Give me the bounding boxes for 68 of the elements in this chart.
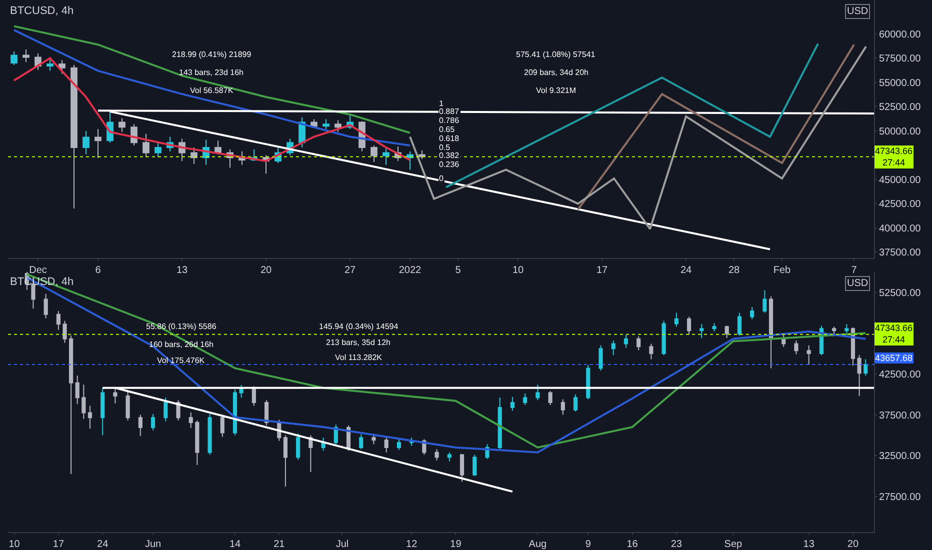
y-axis-title: USD <box>847 278 868 289</box>
x-tick-label: 5 <box>455 265 462 276</box>
y-tick-label: 37500.00 <box>879 248 922 259</box>
y-tick-label: 40000.00 <box>879 223 922 234</box>
x-tick-label: Jun <box>144 539 162 550</box>
x-tick-label: 13 <box>176 265 188 276</box>
x-tick-label: 12 <box>406 539 418 550</box>
x-tick-label: 20 <box>260 265 272 276</box>
x-tick-label: Jul <box>336 539 349 550</box>
y-tick-label: 27500.00 <box>879 492 922 503</box>
annotation: 218.99 (0.41%) 21899 <box>172 50 252 59</box>
x-tick-label: 17 <box>52 539 64 550</box>
y-tick-label: 57500.00 <box>879 54 922 65</box>
x-tick-label: 21 <box>274 539 286 550</box>
annotation: 145.94 (0.34%) 14594 <box>319 322 399 331</box>
x-tick-label: 10 <box>512 265 524 276</box>
annotation: 143 bars, 23d 16h <box>179 68 244 77</box>
x-tick-label: Aug <box>528 539 547 550</box>
annotation: 0.887 <box>439 107 460 116</box>
x-tick-label: 13 <box>803 539 815 550</box>
annotation: 0 <box>439 174 444 183</box>
y-tick-label: 50000.00 <box>879 126 922 138</box>
y-tick-label: 52500.00 <box>879 102 922 114</box>
y-tick-label: 42500.00 <box>879 199 922 210</box>
y-tick-label: 37500.00 <box>879 410 922 422</box>
x-tick-label: 2022 <box>398 265 422 276</box>
x-tick-label: 19 <box>450 539 462 550</box>
ref-line-label: 47343.66 27:44 <box>875 323 913 345</box>
annotation: 0.236 <box>439 160 460 169</box>
x-tick-label: 27 <box>344 265 356 276</box>
y-tick-label: 42500.00 <box>879 369 922 380</box>
x-tick-label: 6 <box>95 265 102 276</box>
annotation: 1 <box>439 99 444 108</box>
ref-line-label: 43657.68 <box>875 353 913 363</box>
x-tick-label: 24 <box>97 539 109 550</box>
x-tick-label: 9 <box>585 539 592 550</box>
x-tick-label: Feb <box>773 265 792 276</box>
x-tick-label: 23 <box>670 539 682 550</box>
x-tick-label: 10 <box>8 539 20 550</box>
annotation: 575.41 (1.08%) 57541 <box>516 50 596 59</box>
x-tick-label: Sep <box>724 539 743 550</box>
annotation: Vol 113.282K <box>335 353 383 362</box>
x-tick-label: 7 <box>851 265 858 276</box>
annotation: 213 bars, 35d 12h <box>326 338 390 347</box>
annotation: 209 bars, 34d 20h <box>524 68 588 77</box>
x-tick-label: Dec <box>29 265 47 276</box>
y-tick-label: 45000.00 <box>879 174 922 186</box>
y-tick-label: 32500.00 <box>879 451 922 462</box>
annotation: 0.786 <box>439 116 460 125</box>
x-tick-label: 16 <box>626 539 638 550</box>
y-tick-label: 52500.00 <box>879 288 922 299</box>
y-axis-title: USD <box>847 6 868 17</box>
annotation: 0.65 <box>439 125 456 134</box>
chart-title: BTCUSD, 4h <box>10 5 74 17</box>
annotation: Vol 9.321M <box>536 86 576 95</box>
x-tick-label: 14 <box>229 539 242 550</box>
annotation: Vol 175.476K <box>157 356 206 365</box>
x-tick-label: 17 <box>596 265 608 276</box>
annotation: 0.618 <box>439 134 460 143</box>
x-tick-label: 28 <box>728 265 740 276</box>
annotation: 0.382 <box>439 151 460 160</box>
x-tick-label: 20 <box>847 539 859 550</box>
annotation: Vol 56.587K <box>190 86 234 95</box>
annotation: 0.5 <box>439 143 451 152</box>
ref-line-label: 47343.66 27:44 <box>875 146 913 168</box>
y-tick-label: 60000.00 <box>879 29 922 40</box>
y-tick-label: 55000.00 <box>879 78 922 89</box>
x-tick-label: 24 <box>680 265 692 276</box>
